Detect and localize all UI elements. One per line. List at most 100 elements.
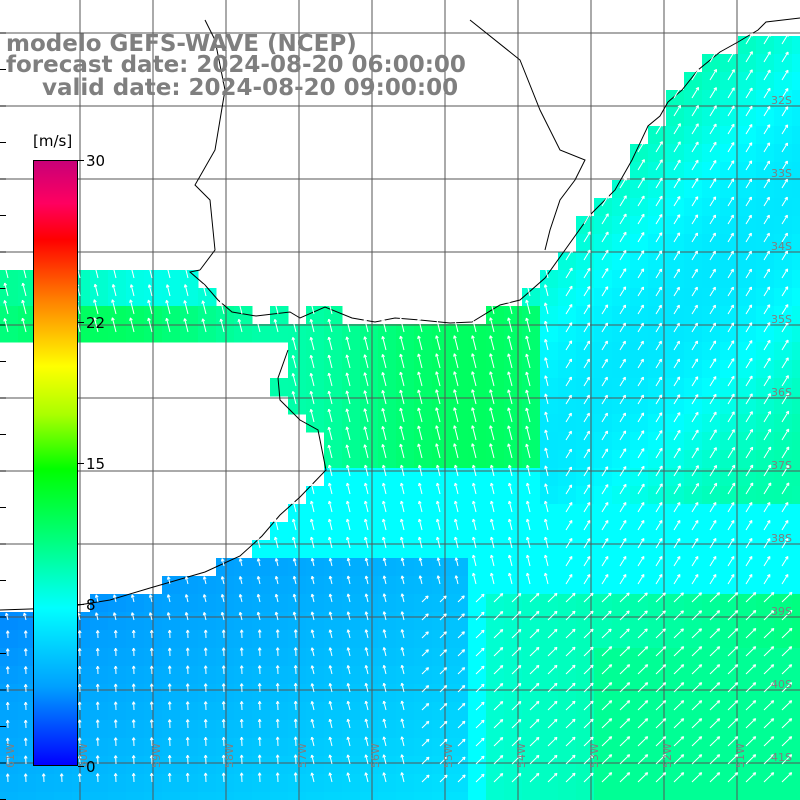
speed-cell [180, 288, 199, 307]
speed-cell [216, 594, 235, 613]
wind-arrow [400, 647, 405, 657]
speed-cell [702, 738, 721, 757]
wind-arrow [763, 646, 775, 657]
speed-cell [630, 162, 649, 181]
wind-arrow [727, 556, 735, 567]
wind-arrow [382, 772, 387, 783]
speed-cell [702, 720, 721, 739]
wind-arrow [691, 465, 699, 477]
wind-arrow [328, 772, 333, 783]
wind-arrow [727, 160, 735, 171]
speed-cell [738, 486, 757, 505]
wind-arrow [113, 719, 118, 729]
wind-arrow [691, 123, 699, 135]
wind-arrow [507, 389, 513, 405]
speed-cell [720, 252, 739, 271]
speed-cell [126, 774, 145, 793]
wind-arrow [655, 304, 662, 315]
wind-arrow [781, 591, 793, 603]
wind-arrow [727, 682, 739, 693]
wind-arrow [763, 339, 771, 351]
wind-arrow [327, 336, 333, 351]
wind-arrow [472, 464, 477, 477]
speed-cell [666, 540, 685, 559]
speed-cell [774, 108, 793, 127]
wind-arrow [309, 300, 315, 315]
wind-arrow [21, 317, 27, 333]
wind-arrow [149, 755, 154, 765]
wind-arrow [619, 700, 631, 711]
wind-arrow [112, 612, 117, 621]
wind-arrow [673, 628, 684, 639]
wind-arrow [113, 683, 118, 693]
speed-cell [270, 306, 289, 325]
speed-cell [702, 108, 721, 127]
wind-arrow [691, 628, 703, 639]
speed-cell [342, 630, 361, 649]
wind-arrow [489, 389, 495, 405]
speed-cell [576, 270, 595, 289]
wind-arrow [239, 629, 244, 639]
speed-cell [270, 540, 289, 559]
speed-cell [774, 216, 793, 235]
speed-cell [702, 126, 721, 145]
speed-cell [216, 630, 235, 649]
speed-cell [396, 720, 415, 739]
speed-cell [684, 756, 703, 775]
speed-cell [522, 756, 541, 775]
speed-cell [18, 774, 37, 793]
speed-cell [774, 504, 793, 523]
wind-arrow [345, 354, 351, 369]
wind-arrow [203, 754, 208, 765]
wind-arrow [745, 556, 753, 567]
speed-cell [648, 198, 667, 217]
wind-arrow [673, 520, 681, 531]
speed-cell [504, 702, 523, 721]
wind-arrow [457, 595, 465, 603]
speed-cell [306, 666, 325, 685]
colorbar-tick-label: 30 [86, 152, 106, 170]
speed-cell [630, 288, 649, 307]
wind-arrow [619, 394, 626, 405]
speed-cell [666, 432, 685, 451]
wind-arrow [113, 665, 118, 675]
speed-cell [720, 558, 739, 577]
speed-cell [774, 792, 793, 800]
wind-arrow [364, 772, 369, 783]
wind-arrow [619, 340, 626, 351]
wind-arrow [364, 665, 369, 675]
wind-arrow [23, 648, 28, 657]
speed-cell [252, 612, 271, 631]
wind-arrow [400, 611, 405, 621]
speed-cell [774, 306, 793, 325]
speed-cell [162, 756, 181, 775]
latitude-label: 33S [771, 167, 792, 180]
speed-cell [792, 774, 800, 793]
wind-arrow [185, 719, 190, 729]
speed-cell [540, 324, 559, 343]
speed-cell [270, 774, 289, 793]
speed-cell [648, 450, 667, 469]
speed-cell [702, 756, 721, 775]
speed-cell [360, 324, 379, 343]
wind-arrow [507, 371, 513, 387]
speed-cell [540, 504, 559, 523]
speed-cell [630, 252, 649, 271]
wind-arrow [23, 630, 28, 639]
speed-cell [234, 774, 253, 793]
speed-cell [756, 702, 775, 721]
wind-arrow [257, 629, 262, 639]
wind-arrow [148, 594, 153, 603]
wind-arrow [543, 266, 549, 279]
speed-cell [360, 504, 379, 523]
wind-arrow [544, 411, 549, 423]
speed-cell [630, 396, 649, 415]
speed-cell [396, 342, 415, 361]
speed-cell [792, 216, 800, 235]
wind-arrow [167, 737, 172, 747]
wind-arrow [113, 647, 118, 657]
wind-arrow [727, 178, 735, 189]
wind-arrow [583, 412, 590, 423]
wind-arrow [399, 317, 405, 333]
wind-arrow [727, 196, 735, 207]
